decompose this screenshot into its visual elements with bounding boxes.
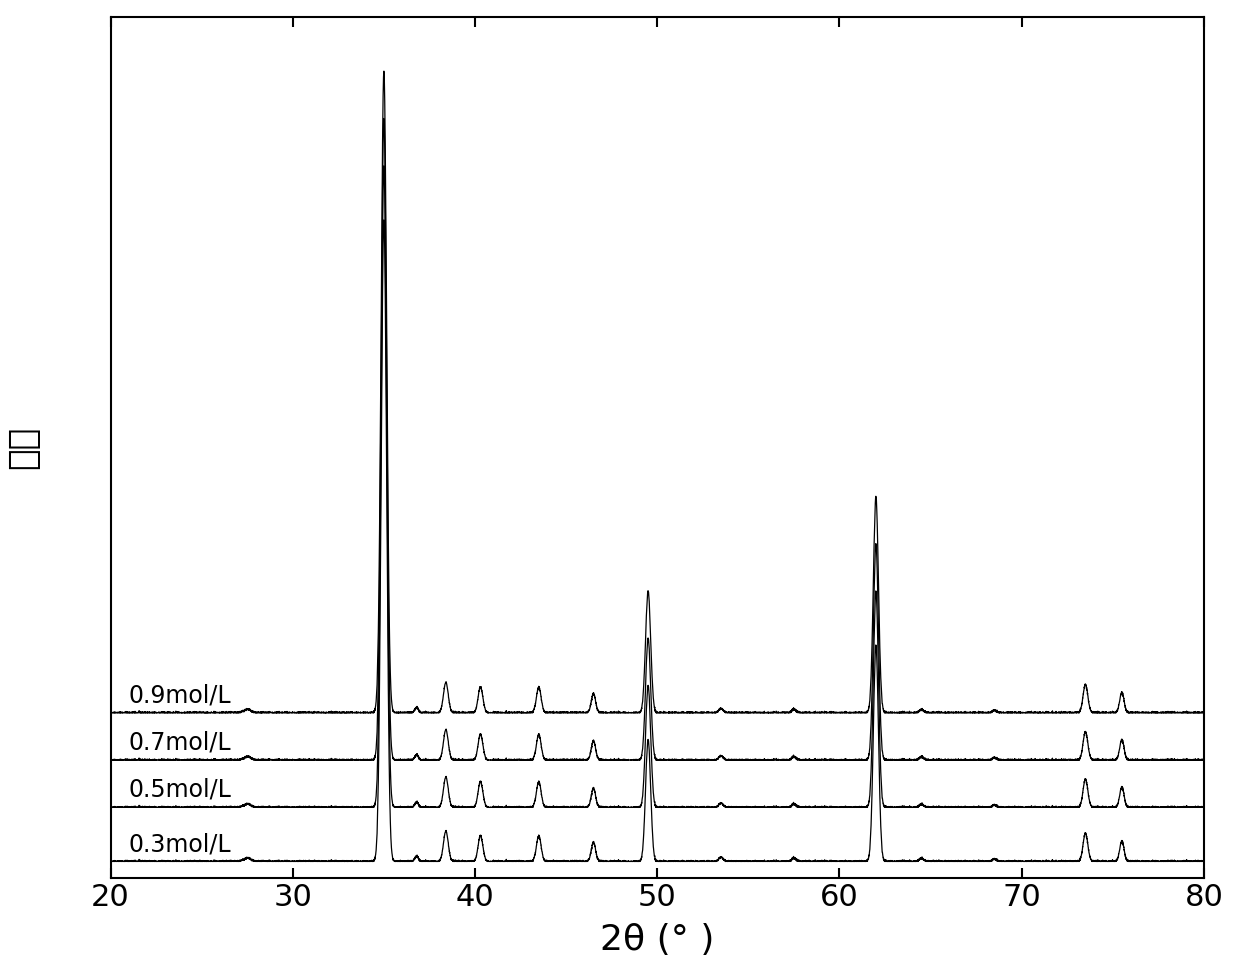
Text: 0.5mol/L: 0.5mol/L xyxy=(129,778,232,802)
Text: 0.7mol/L: 0.7mol/L xyxy=(129,730,232,755)
X-axis label: 2θ (° ): 2θ (° ) xyxy=(600,923,714,957)
Text: 0.9mol/L: 0.9mol/L xyxy=(129,684,232,707)
Text: 强度: 强度 xyxy=(6,426,40,469)
Text: 0.3mol/L: 0.3mol/L xyxy=(129,832,232,856)
